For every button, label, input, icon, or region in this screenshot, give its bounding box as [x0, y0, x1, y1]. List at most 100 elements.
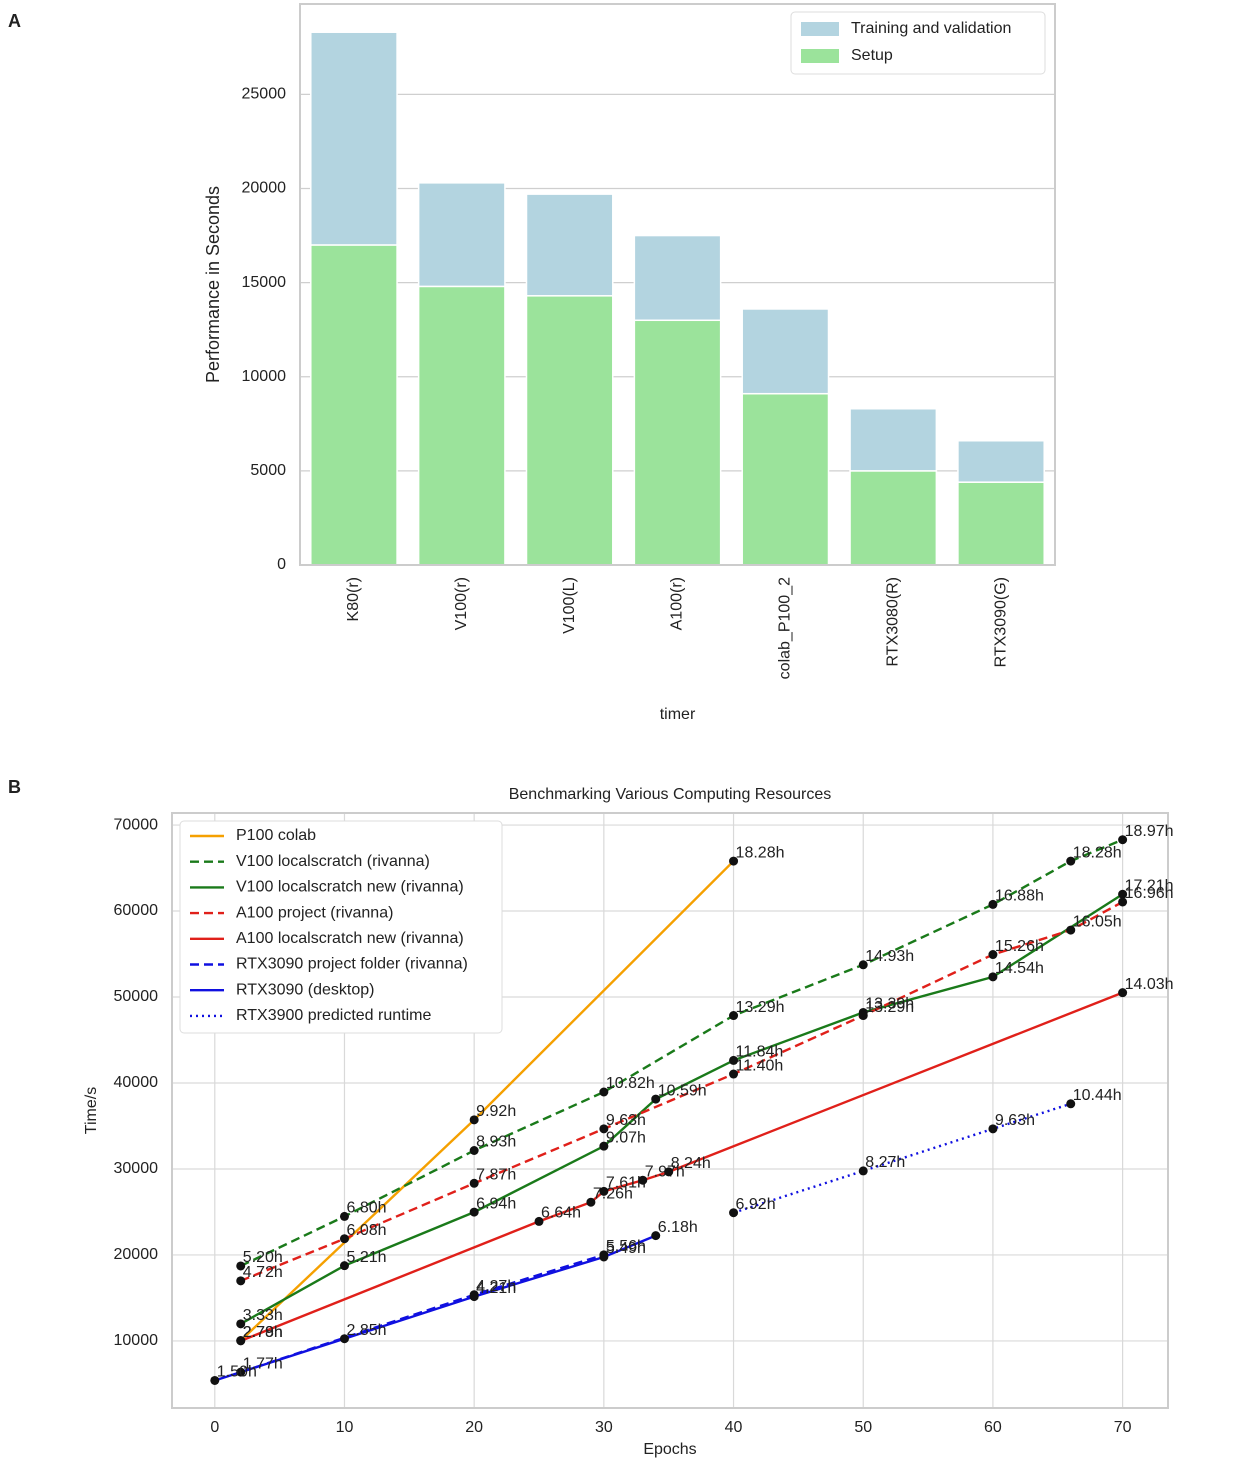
data-point — [664, 1167, 674, 1177]
data-label: 10.59h — [658, 1082, 707, 1099]
x-tick-label: K80(r) — [345, 577, 362, 621]
data-label: 9.63h — [606, 1112, 646, 1129]
data-point — [729, 856, 739, 866]
data-point — [599, 1141, 609, 1151]
data-label: 18.28h — [736, 844, 785, 861]
data-point — [651, 1231, 661, 1241]
data-label: 6.92h — [736, 1196, 776, 1213]
x-tick-label: A100(r) — [669, 577, 686, 630]
data-label: 11.40h — [736, 1057, 784, 1074]
data-label: 8.24h — [671, 1155, 711, 1172]
data-point — [599, 1087, 609, 1097]
data-label: 3.33h — [243, 1307, 283, 1324]
y-tick-label: 60000 — [114, 902, 159, 919]
legend-label: RTX3090 project folder (rivanna) — [236, 956, 468, 973]
y-tick-label: 0 — [277, 556, 286, 573]
bar-segment — [633, 319, 722, 566]
x-tick-label: 70 — [1114, 1419, 1132, 1436]
data-label: 2.78h — [243, 1324, 283, 1341]
data-label: 2.79h — [243, 1324, 283, 1341]
panel-label: A — [8, 11, 21, 31]
data-label: 6.64h — [541, 1205, 581, 1222]
data-point — [469, 1145, 479, 1155]
bar-segment — [849, 470, 938, 566]
plot-frame — [299, 3, 1056, 566]
y-tick-label: 50000 — [114, 988, 159, 1005]
data-point — [858, 1011, 868, 1021]
x-tick-label: 60 — [984, 1419, 1002, 1436]
bar-segment — [417, 285, 506, 566]
data-label: 9.07h — [606, 1129, 646, 1146]
bar-segment — [310, 244, 398, 566]
bar-segment — [957, 481, 1045, 566]
y-tick-label: 70000 — [114, 816, 159, 833]
data-label: 13.29h — [736, 999, 785, 1016]
data-point — [339, 1261, 349, 1271]
data-point — [729, 1011, 739, 1021]
bar-segment — [741, 392, 830, 566]
data-point — [469, 1292, 479, 1302]
data-point — [236, 1367, 246, 1377]
y-axis-label: Performance in Seconds — [203, 186, 223, 383]
data-label: 5.56h — [606, 1238, 646, 1255]
legend-label: A100 localscratch new (rivanna) — [236, 930, 464, 947]
data-label: 13.39h — [865, 996, 914, 1013]
data-label: 5.20h — [243, 1249, 283, 1266]
data-point — [599, 1252, 609, 1262]
y-tick-label: 40000 — [114, 1074, 159, 1091]
data-point — [1118, 889, 1128, 899]
data-label: 4.27h — [476, 1278, 516, 1295]
data-point — [729, 1069, 739, 1079]
data-point — [988, 1124, 998, 1134]
x-tick-label: V100(L) — [561, 577, 578, 634]
bar-segment — [525, 193, 614, 297]
data-point — [988, 899, 998, 909]
x-tick-label: 30 — [595, 1419, 613, 1436]
y-tick-label: 10000 — [242, 368, 287, 385]
y-tick-label: 25000 — [242, 86, 287, 103]
data-point — [210, 1375, 220, 1385]
data-point — [236, 1319, 246, 1329]
data-label: 10.82h — [606, 1075, 655, 1092]
data-label: 1.50h — [217, 1364, 257, 1381]
data-point — [469, 1207, 479, 1217]
bar-segment — [310, 31, 398, 246]
data-point — [339, 1334, 349, 1344]
data-point — [651, 1094, 661, 1104]
data-label: 16.88h — [995, 888, 1044, 905]
bar-segment — [417, 182, 506, 288]
bar-segment — [957, 440, 1045, 483]
chart-title: Benchmarking Various Computing Resources — [509, 786, 832, 803]
data-label: 18.97h — [1125, 823, 1174, 840]
legend-label: Setup — [851, 47, 893, 64]
x-axis-label: Epochs — [643, 1441, 696, 1458]
data-point — [988, 972, 998, 982]
bar-segment — [633, 234, 722, 322]
x-tick-label: RTX3090(G) — [992, 577, 1009, 667]
data-label: 4.72h — [243, 1264, 283, 1281]
data-label: 6.80h — [346, 1200, 386, 1217]
data-point — [339, 1234, 349, 1244]
data-point — [1066, 1099, 1076, 1109]
data-point — [599, 1186, 609, 1196]
data-label: 17.21h — [1125, 877, 1174, 894]
bar-segment — [525, 295, 614, 566]
data-label: 7.87h — [476, 1167, 516, 1184]
data-point — [469, 1178, 479, 1188]
data-point — [858, 960, 868, 970]
x-tick-label: V100(r) — [453, 577, 470, 630]
data-point — [236, 1336, 246, 1346]
legend-label: A100 project (rivanna) — [236, 904, 393, 921]
data-label: 14.54h — [995, 960, 1044, 977]
y-tick-label: 10000 — [114, 1332, 159, 1349]
bar-segment — [849, 407, 938, 472]
data-label: 16.96h — [1125, 885, 1174, 902]
data-point — [339, 1211, 349, 1221]
legend-label: RTX3900 predicted runtime — [236, 1007, 431, 1024]
data-label: 4.21h — [476, 1280, 516, 1297]
data-point — [638, 1175, 648, 1185]
x-tick-label: 10 — [336, 1419, 354, 1436]
data-point — [586, 1197, 596, 1207]
data-point — [1066, 925, 1076, 935]
